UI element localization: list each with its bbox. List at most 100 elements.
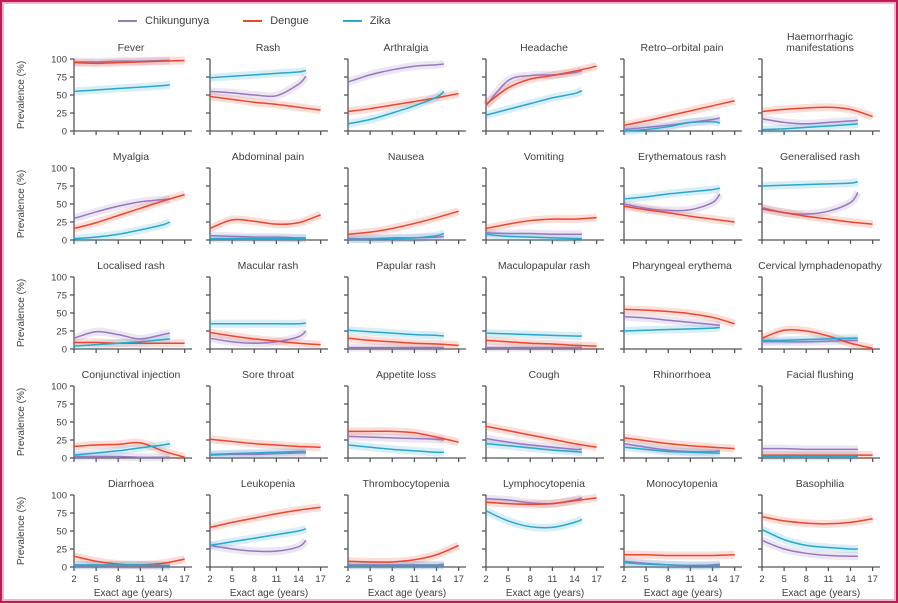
chart-panel: Thrombocytopenia 2 5 8 11 14 17 Exact age (year…	[338, 466, 474, 601]
panel-plot	[206, 276, 328, 353]
y-tick-label: 75	[56, 400, 67, 411]
axes	[482, 494, 604, 571]
x-axis-label: Exact age (years)	[506, 588, 584, 599]
zika-line	[623, 446, 720, 454]
panel-plot	[758, 385, 880, 462]
chart-panel: Vomiting	[476, 139, 612, 248]
chart-panel: Cervical lymphadenopathy	[752, 248, 888, 357]
zika-line	[761, 528, 858, 550]
dengue-line	[209, 95, 321, 111]
dengue-line	[623, 437, 735, 450]
panel-plot	[758, 58, 880, 135]
panel-title: Diarrhoea	[107, 478, 155, 490]
chart-panel: Headache	[476, 30, 612, 139]
y-tick-label: 50	[56, 527, 67, 538]
panel-title: Rash	[255, 42, 281, 54]
x-tick-label: 5	[229, 574, 234, 585]
zika-line	[623, 326, 720, 332]
axes	[758, 276, 880, 353]
chikungunya-line	[485, 437, 582, 451]
axes	[620, 58, 742, 135]
chart-panel: Haemorrhagic manifestations	[752, 30, 888, 139]
chart-panel: Nausea	[338, 139, 474, 248]
panel-title: Vomiting	[523, 151, 565, 163]
dengue-line	[623, 205, 735, 223]
dengue-line	[347, 430, 459, 443]
dengue-line-swatch	[243, 20, 263, 22]
x-tick-label: 2	[483, 574, 488, 585]
legend: Chikungunya Dengue Zika	[118, 12, 888, 30]
panel-plot	[758, 167, 880, 244]
zika-line	[209, 69, 307, 79]
x-tick-label: 2	[759, 574, 764, 585]
panel-plot	[206, 385, 328, 462]
chart-panel: Fever 0 25 50 75 100 Prevalence (%)	[12, 30, 198, 139]
panel-title: Abdominal pain	[231, 151, 305, 163]
chart-panel: Lymphocytopenia 2 5 8 11 14 17 Exact age (years…	[476, 466, 612, 601]
x-tick-label: 8	[252, 574, 257, 585]
zika-line	[347, 329, 444, 337]
x-tick-label: 17	[591, 574, 602, 585]
y-tick-label: 25	[56, 109, 67, 120]
chikungunya-line	[209, 539, 307, 553]
x-tick-label: 11	[823, 574, 833, 585]
zika-line	[73, 442, 171, 456]
panel-title: Nausea	[387, 151, 425, 163]
dengue-line	[761, 328, 873, 350]
chikungunya-line	[623, 315, 720, 326]
chart-panel: Localised rash 0 25 50 75 100 Prevalence (%)	[12, 248, 198, 357]
axes	[70, 276, 192, 353]
panel-title: Facial flushing	[786, 369, 854, 381]
panel-title: Pharyngeal erythema	[632, 260, 732, 272]
y-tick-label: 50	[56, 91, 67, 102]
x-tick-label: 14	[431, 574, 442, 585]
x-tick-label: 2	[71, 574, 76, 585]
y-tick-label: 25	[56, 327, 67, 338]
x-axis-label: Exact age (years)	[644, 588, 722, 599]
dengue-line	[761, 208, 873, 225]
chart-panel: Abdominal pain	[200, 139, 336, 248]
panel-title: Monocytopenia	[646, 478, 718, 490]
chart-panel: Retro–orbital pain	[614, 30, 750, 139]
chart-panel: Basophilia 2 5 8 11 14 17 Exact age (years)	[752, 466, 888, 601]
panel-title: Lymphocytopenia	[503, 478, 585, 490]
dengue-line	[485, 216, 597, 230]
panel-title: Localised rash	[97, 260, 165, 272]
panel-title: Cervical lymphadenopathy	[758, 260, 882, 272]
zika-line	[761, 337, 858, 342]
y-tick-label: 75	[56, 509, 67, 520]
x-tick-label: 11	[135, 574, 145, 585]
y-tick-label: 100	[51, 491, 67, 502]
chart-panel: Sore throat	[200, 357, 336, 466]
panel-title: Cough	[528, 369, 560, 381]
y-tick-label: 100	[51, 273, 67, 284]
legend-label-chikungunya: Chikungunya	[145, 15, 210, 27]
y-tick-label: 25	[56, 436, 67, 447]
chikungunya-line	[348, 563, 444, 566]
panel-title: Appetite loss	[375, 369, 437, 381]
x-tick-label: 11	[271, 574, 281, 585]
x-tick-label: 5	[505, 574, 510, 585]
chikungunya-line	[761, 118, 858, 125]
zika-line	[209, 450, 306, 456]
axes	[206, 276, 328, 353]
axes	[620, 276, 742, 353]
dengue-line	[209, 506, 321, 529]
x-tick-label: 5	[367, 574, 372, 585]
panel-plot	[344, 58, 466, 135]
dengue-line	[347, 337, 459, 347]
chikungunya-line	[73, 198, 170, 220]
panel-title: Papular rash	[376, 260, 436, 272]
y-tick-label: 100	[51, 164, 67, 175]
chikungunya-line	[623, 193, 721, 212]
chikungunya-line	[347, 435, 444, 441]
dengue-line	[761, 515, 873, 525]
dengue-band	[209, 503, 322, 532]
x-tick-label: 8	[804, 574, 809, 585]
zika-line	[623, 187, 721, 200]
panel-plot	[620, 167, 742, 244]
panel-plot: 0 25 50 75 100 Prevalence (%)	[16, 382, 192, 465]
x-tick-label: 17	[867, 574, 878, 585]
